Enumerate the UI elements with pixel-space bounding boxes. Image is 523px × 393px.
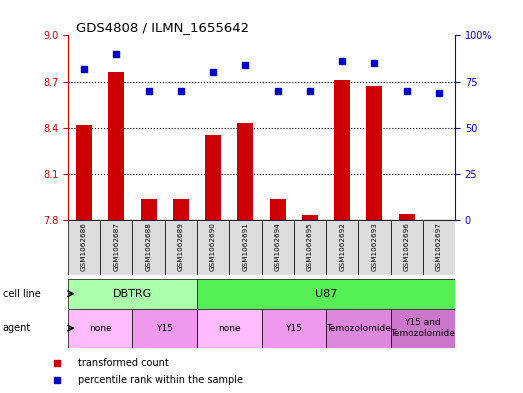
FancyBboxPatch shape — [294, 220, 326, 275]
Text: DBTRG: DBTRG — [113, 289, 152, 299]
Text: GSM1062690: GSM1062690 — [210, 222, 216, 271]
Text: agent: agent — [3, 323, 31, 333]
Bar — [334, 80, 350, 220]
Text: cell line: cell line — [3, 289, 40, 299]
FancyBboxPatch shape — [262, 220, 294, 275]
Text: GSM1062697: GSM1062697 — [436, 222, 442, 271]
Text: GSM1062686: GSM1062686 — [81, 222, 87, 271]
FancyBboxPatch shape — [262, 309, 326, 348]
Text: GSM1062687: GSM1062687 — [113, 222, 119, 271]
FancyBboxPatch shape — [423, 220, 455, 275]
Text: Y15: Y15 — [286, 324, 302, 332]
FancyBboxPatch shape — [229, 220, 262, 275]
FancyBboxPatch shape — [326, 220, 358, 275]
FancyBboxPatch shape — [165, 220, 197, 275]
Text: GSM1062689: GSM1062689 — [178, 222, 184, 271]
Text: GSM1062696: GSM1062696 — [404, 222, 410, 271]
Text: none: none — [218, 324, 241, 332]
FancyBboxPatch shape — [132, 309, 197, 348]
FancyBboxPatch shape — [391, 309, 455, 348]
Bar — [108, 72, 124, 220]
Text: transformed count: transformed count — [77, 358, 168, 367]
Text: Y15: Y15 — [156, 324, 173, 332]
FancyBboxPatch shape — [326, 309, 391, 348]
Bar — [237, 123, 254, 220]
Bar — [141, 198, 157, 220]
FancyBboxPatch shape — [358, 220, 391, 275]
Bar — [173, 198, 189, 220]
Text: Temozolomide: Temozolomide — [326, 324, 391, 332]
FancyBboxPatch shape — [68, 220, 100, 275]
Text: percentile rank within the sample: percentile rank within the sample — [77, 375, 243, 385]
FancyBboxPatch shape — [68, 279, 197, 309]
Text: Y15 and
Temozolomide: Y15 and Temozolomide — [390, 318, 455, 338]
Text: GSM1062693: GSM1062693 — [371, 222, 378, 271]
FancyBboxPatch shape — [391, 220, 423, 275]
Bar — [76, 125, 92, 220]
FancyBboxPatch shape — [197, 220, 229, 275]
FancyBboxPatch shape — [197, 309, 262, 348]
Text: GSM1062692: GSM1062692 — [339, 222, 345, 271]
Bar — [269, 198, 286, 220]
Text: U87: U87 — [315, 289, 337, 299]
Text: GSM1062688: GSM1062688 — [145, 222, 152, 271]
Text: GSM1062691: GSM1062691 — [242, 222, 248, 271]
FancyBboxPatch shape — [197, 279, 455, 309]
FancyBboxPatch shape — [100, 220, 132, 275]
Text: GDS4808 / ILMN_1655642: GDS4808 / ILMN_1655642 — [76, 21, 249, 34]
Bar — [205, 136, 221, 220]
FancyBboxPatch shape — [68, 309, 132, 348]
Bar — [399, 214, 415, 220]
Text: GSM1062695: GSM1062695 — [307, 222, 313, 271]
Bar — [366, 86, 382, 220]
FancyBboxPatch shape — [132, 220, 165, 275]
Bar — [302, 215, 318, 220]
Text: none: none — [89, 324, 111, 332]
Text: GSM1062694: GSM1062694 — [275, 222, 281, 271]
